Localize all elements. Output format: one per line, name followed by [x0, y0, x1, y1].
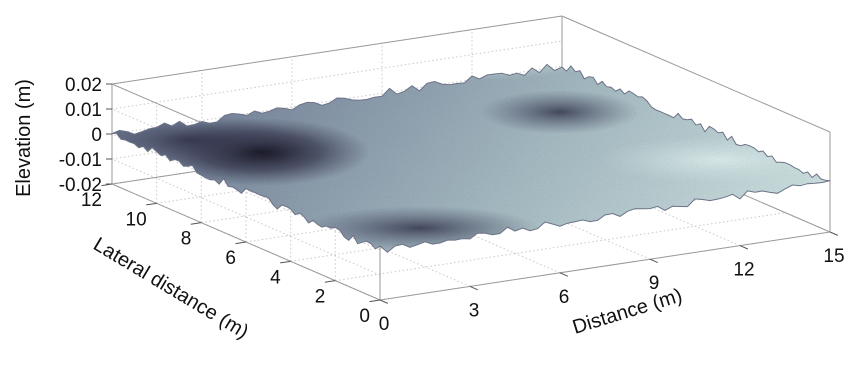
z-tick-label: 0 [91, 125, 102, 146]
y-tick-label: 12 [81, 190, 102, 211]
x-tick-label: 0 [379, 314, 390, 335]
axis-ticks: 0 3 6 9 12 15 0 2 4 6 8 10 12 0.02 0.01 0 -0.01 -0.02 [59, 75, 845, 335]
grid-line-z-side [111, 133, 381, 251]
y-tick-mark [146, 202, 157, 206]
surface-edge [111, 63, 831, 253]
y-tick-label: 2 [315, 287, 326, 308]
y-tick-label: 0 [359, 306, 370, 327]
x-tick-label: 3 [469, 300, 480, 321]
grid-line-x-floor [291, 156, 561, 274]
y-tick-label: 6 [225, 248, 236, 269]
axis-box-edge [561, 15, 831, 133]
surface-ridge-back [360, 64, 600, 80]
z-tick-label: -0.02 [59, 175, 102, 196]
x-tick-mark [739, 245, 749, 250]
x-tick-mark [649, 258, 659, 264]
y-tick-mark [369, 299, 381, 303]
z-tick-label: -0.01 [59, 150, 102, 171]
y-tick-label: 8 [181, 229, 192, 250]
x-tick-label: 6 [559, 287, 570, 308]
surface-depression-left-rim [112, 114, 300, 166]
x-axis-label: Distance (m) [570, 285, 685, 339]
x-tick-mark [559, 272, 569, 277]
grid-line-z-side [111, 158, 381, 276]
axis-box-edge [379, 231, 831, 301]
y-tick-mark [190, 222, 202, 225]
axis-box-edge [111, 15, 563, 85]
y-tick-label: 4 [270, 267, 281, 288]
y-tick-mark [235, 241, 247, 245]
y-tick-mark [280, 260, 291, 264]
x-tick-mark [469, 285, 479, 291]
x-tick-label: 9 [649, 273, 660, 294]
y-tick-label: 10 [126, 209, 147, 230]
y-tick-mark [324, 280, 336, 283]
z-tick-label: 0.02 [65, 75, 102, 96]
x-tick-label: 12 [733, 260, 754, 281]
z-tick-label: 0.01 [65, 100, 102, 121]
surface-ridge-right [600, 136, 830, 184]
surface-depression-right [480, 90, 640, 134]
x-tick-mark [379, 299, 389, 304]
x-tick-label: 15 [823, 246, 844, 267]
grid-line-x-floor [201, 169, 471, 287]
z-axis-label: Elevation (m) [13, 79, 35, 197]
x-tick-mark [829, 231, 839, 236]
